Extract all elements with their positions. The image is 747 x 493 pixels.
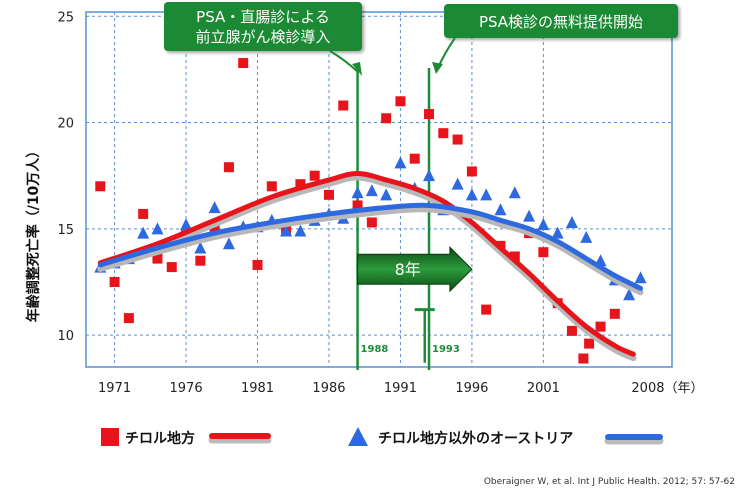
interval-arrow-label: 8年 [395,260,421,279]
marker-series1-18 [351,186,364,199]
legend-square-marker [101,428,119,446]
x-tick-1971: 1971 [98,381,131,396]
marker-series1-20 [380,188,393,201]
marker-series0-9 [223,162,234,173]
marker-series0-31 [538,247,549,258]
marker-series1-19 [365,184,378,197]
vline-label-1988: 1988 [361,344,389,355]
marker-series1-32 [551,226,564,239]
vline-label-1993: 1993 [432,344,460,355]
x-tick-1986: 1986 [312,381,345,396]
marker-series1-14 [294,224,307,237]
marker-series1-33 [565,215,578,228]
marker-series1-30 [523,209,536,222]
marker-series1-8 [208,201,221,214]
marker-series0-10 [238,58,249,69]
marker-series0-34 [578,353,589,364]
marker-series0-17 [338,100,349,111]
x-tick-1976: 1976 [170,381,203,396]
marker-series0-20 [381,113,392,124]
x-tick-2001: 2001 [527,381,560,396]
marker-series0-11 [252,259,263,270]
y-tick-20: 20 [57,117,74,132]
marker-series0-1 [109,276,120,287]
marker-series0-12 [266,181,277,192]
marker-series1-3 [137,226,150,239]
legend: チロル地方 チロル地方以外のオーストリア [101,427,664,447]
callout-psa-introduction-text: PSA・直腸診による前立腺がん検診導入 [195,8,330,46]
trend-line-series1 [97,202,644,291]
marker-series0-0 [95,181,106,192]
marker-series1-29 [508,186,521,199]
marker-series1-7 [194,241,207,254]
interval-arrow-shape [357,246,473,293]
interval-arrow: 8年 [357,246,473,293]
marker-series1-25 [451,177,464,190]
callout-psa-free: PSA検診の無料提供開始 [432,4,678,74]
marker-series0-2 [123,313,134,324]
legend-label-austria: チロル地方以外のオーストリア [378,430,573,447]
marker-series0-33 [566,325,577,336]
trend-shadow-series0 [97,174,637,362]
x-tick-1996: 1996 [455,381,488,396]
callout-psa-introduction: PSA・直腸診による前立腺がん検診導入 [164,2,362,76]
trend-shadow-series1 [97,206,644,296]
marker-series0-37 [609,308,620,319]
marker-series1-37 [623,288,636,301]
marker-series0-14 [295,179,306,190]
x-tick-1981: 1981 [241,381,274,396]
marker-series1-31 [537,218,550,231]
marker-series0-35 [584,338,595,349]
marker-series0-23 [424,109,435,120]
marker-series0-21 [395,96,406,107]
y-axis-label: 年齢調整死亡率（/10万人） [25,144,42,323]
y-tick-15: 15 [57,223,74,238]
marker-series0-29 [509,251,520,262]
marker-series0-15 [309,170,320,181]
marker-series1-23 [423,169,436,182]
marker-series0-36 [595,321,606,332]
marker-series1-34 [580,230,593,243]
x-tick-labels: 1971 1976 1981 1986 1991 1996 2001 2008（年） [98,381,703,396]
marker-series0-4 [152,253,163,264]
callout-psa-free-text: PSA検診の無料提供開始 [479,13,643,31]
trend-line-series0 [97,171,636,357]
y-tick-10: 10 [57,329,74,344]
source-citation: Oberaigner W, et al. Int J Public Health… [484,477,735,487]
marker-series0-16 [323,189,334,200]
marker-series1-28 [494,203,507,216]
marker-series0-7 [195,255,206,266]
y-tick-labels: 10 15 20 25 [57,10,74,344]
marker-series0-24 [438,128,449,139]
marker-series1-4 [151,222,164,235]
marker-series0-26 [466,166,477,177]
legend-triangle-marker [348,427,368,446]
marker-series1-13 [280,224,293,237]
marker-series0-25 [452,134,463,145]
x-tick-2008: 2008（年） [631,381,703,396]
marker-series0-18 [352,200,363,211]
plot-frame [85,11,673,368]
y-tick-25: 25 [57,10,74,25]
marker-series1-21 [394,156,407,169]
marker-series0-19 [366,217,377,228]
marker-series0-5 [166,262,177,273]
error-bar [414,308,435,363]
marker-series1-27 [480,188,493,201]
marker-series1-6 [180,218,193,231]
marker-series0-27 [481,304,492,315]
legend-label-tyrol: チロル地方 [125,430,195,447]
data-markers [94,58,647,364]
x-tick-1991: 1991 [384,381,417,396]
marker-series0-22 [409,153,420,164]
marker-series0-3 [138,208,149,219]
marker-series1-38 [634,271,647,284]
marker-series1-26 [465,188,478,201]
marker-series1-9 [222,237,235,250]
